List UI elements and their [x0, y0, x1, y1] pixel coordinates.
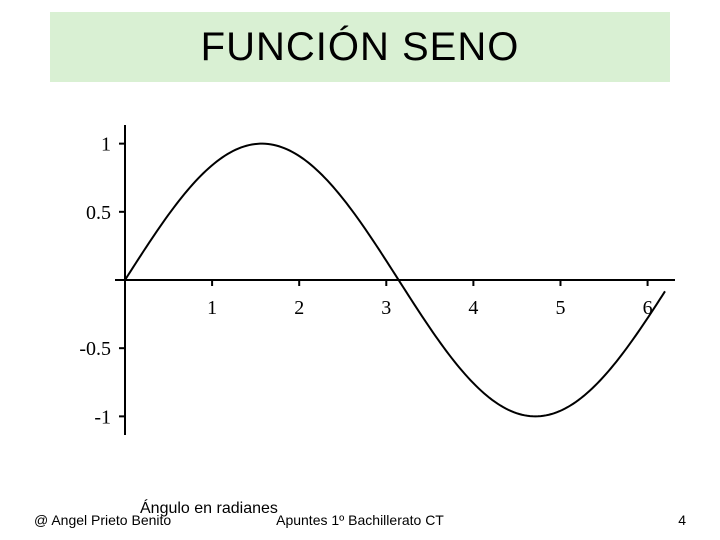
chart-svg: 1 2 3 4 5 6 -1 -0.5 0.5 1	[30, 120, 690, 440]
svg-text:1: 1	[207, 297, 217, 319]
slide-title: FUNCIÓN SENO	[201, 25, 520, 70]
footer-page-number: 4	[678, 512, 686, 528]
svg-text:6: 6	[643, 297, 653, 319]
svg-text:5: 5	[555, 297, 565, 319]
svg-text:0.5: 0.5	[86, 202, 111, 224]
svg-text:3: 3	[381, 297, 391, 319]
svg-text:-1: -1	[94, 406, 111, 428]
footer: @ Angel Prieto Benito Apuntes 1º Bachill…	[0, 506, 720, 528]
svg-text:4: 4	[468, 297, 478, 319]
title-band: FUNCIÓN SENO	[50, 12, 670, 82]
svg-text:1: 1	[101, 134, 111, 156]
footer-doc-title: Apuntes 1º Bachillerato CT	[0, 512, 720, 528]
svg-text:2: 2	[294, 297, 304, 319]
slide: FUNCIÓN SENO 123456-1-0.50.51 Ángulo en …	[0, 0, 720, 540]
svg-text:-0.5: -0.5	[79, 338, 111, 360]
sine-chart: 1 2 3 4 5 6 -1 -0.5 0.5 1	[30, 120, 690, 440]
